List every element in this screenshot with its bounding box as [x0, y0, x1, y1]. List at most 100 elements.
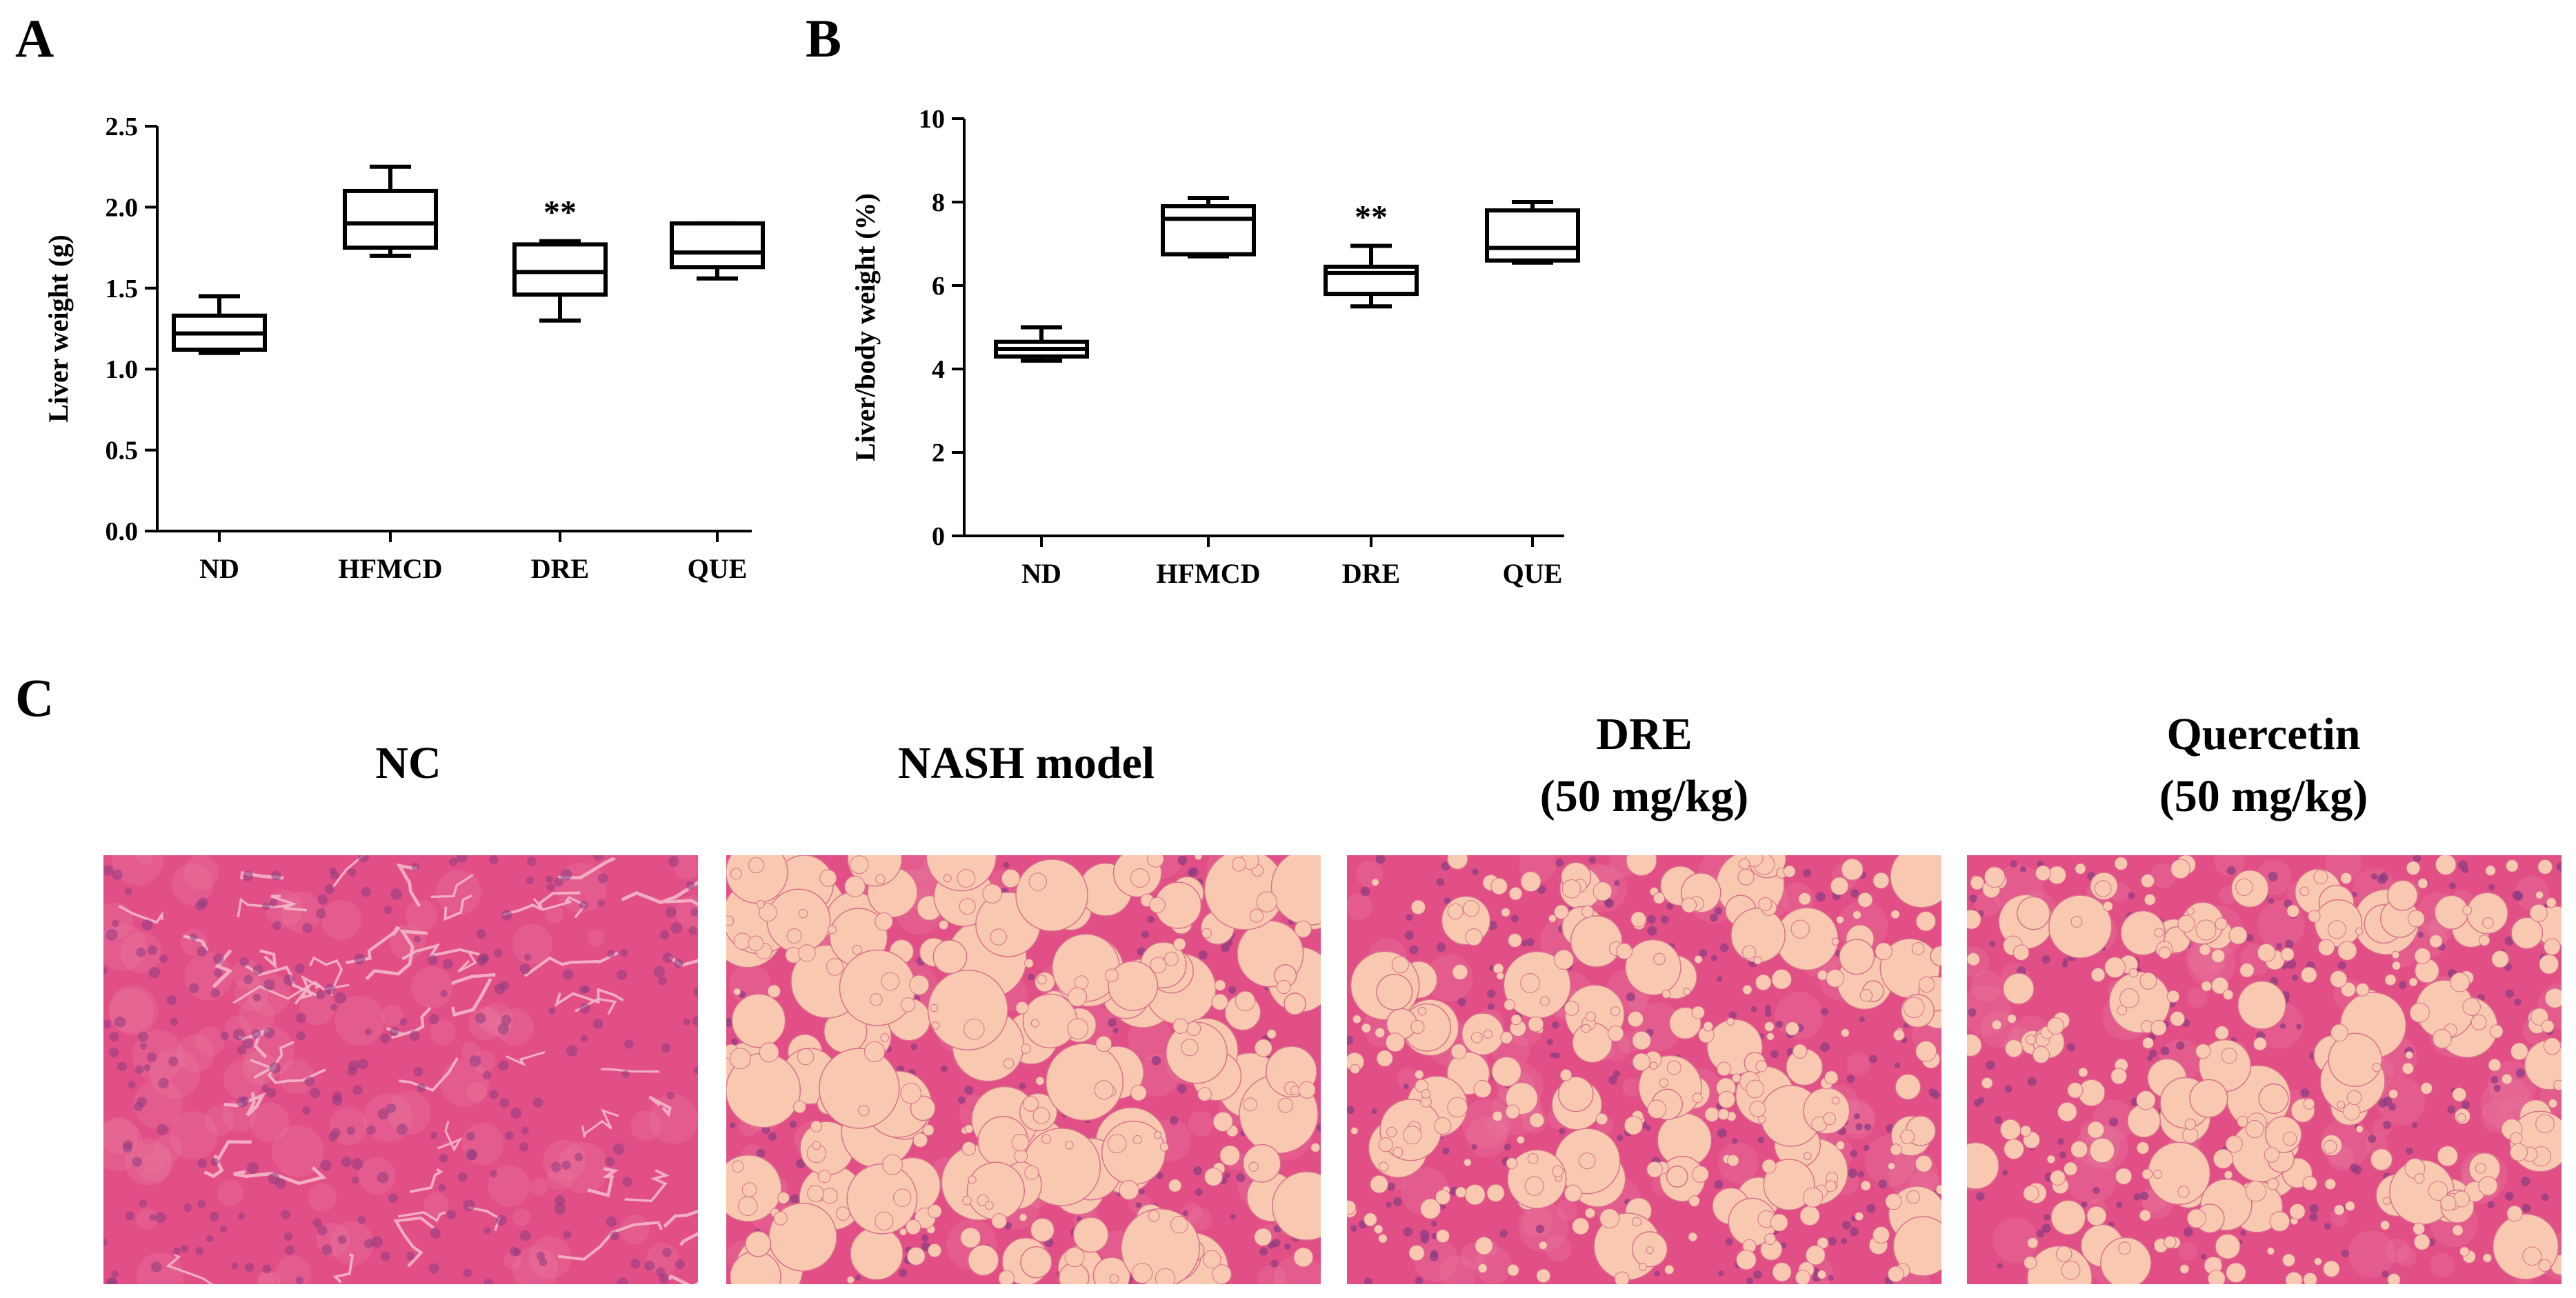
nucleus	[320, 1159, 332, 1172]
sinusoid	[118, 905, 163, 924]
lipid-droplet	[1293, 1247, 1314, 1268]
lipid-droplet	[748, 935, 764, 952]
nucleus	[252, 964, 263, 975]
tissue-mottle	[1474, 1246, 1512, 1284]
lipid-droplet	[1003, 1058, 1015, 1069]
lipid-droplet	[1067, 987, 1088, 1007]
nucleus	[1714, 907, 1723, 915]
nucleus	[1003, 861, 1010, 868]
nucleus	[317, 894, 328, 905]
nucleus	[132, 1157, 143, 1167]
lipid-droplet	[2013, 944, 2030, 961]
lipid-droplet	[1840, 1028, 1850, 1037]
lipid-droplet	[1906, 1190, 1920, 1204]
lipid-droplet	[1736, 1249, 1757, 1270]
lipid-droplet	[2061, 1260, 2081, 1280]
sinusoid	[212, 949, 233, 988]
lipid-droplet	[2530, 1008, 2549, 1026]
caption-line1: Quercetin	[2166, 709, 2360, 759]
lipid-droplet	[1694, 955, 1703, 964]
lipid-droplet	[963, 1019, 985, 1040]
nucleus	[1139, 1188, 1145, 1195]
tissue-mottle	[2430, 1252, 2455, 1278]
lipid-droplet	[2313, 870, 2328, 885]
nucleus	[269, 1062, 281, 1074]
lipid-droplet	[2478, 1176, 2498, 1196]
lipid-droplet	[2337, 1101, 2346, 1109]
nucleus	[244, 1262, 254, 1272]
sinusoid	[575, 997, 617, 1015]
nucleus	[262, 902, 270, 910]
nucleus	[210, 1157, 219, 1166]
lipid-droplet	[2070, 1140, 2088, 1159]
nucleus	[617, 970, 627, 980]
nucleus	[1403, 1227, 1413, 1237]
lipid-droplet	[1911, 942, 1925, 955]
nucleus	[1420, 1235, 1429, 1244]
sinusoid	[457, 952, 477, 973]
panel-label-a: A	[15, 8, 54, 68]
nucleus	[348, 868, 357, 877]
tissue-mottle	[169, 1111, 218, 1160]
nucleus	[592, 1018, 603, 1029]
nucleus	[112, 869, 123, 880]
lipid-droplet	[1727, 1154, 1739, 1167]
tissue-mottle	[279, 1059, 314, 1094]
lipid-droplet	[2462, 997, 2481, 1016]
lipid-droplet	[957, 869, 976, 888]
tissue-mottle	[2179, 1241, 2197, 1261]
lipid-droplet	[1256, 891, 1278, 912]
nucleus	[1169, 1116, 1179, 1125]
lipid-droplet	[880, 1033, 890, 1043]
nucleus	[505, 1131, 514, 1140]
tissue-mottle	[387, 1090, 431, 1135]
nucleus	[1815, 892, 1826, 902]
lipid-droplet	[1798, 892, 1812, 906]
nucleus	[653, 966, 665, 977]
lipid-vacuole	[731, 993, 786, 1048]
nucleus	[1864, 1124, 1872, 1131]
lipid-vacuole	[1030, 1217, 1055, 1243]
nucleus	[1989, 940, 1996, 948]
x-tick-label: DRE	[1342, 558, 1400, 589]
lipid-droplet	[1859, 989, 1873, 1002]
lipid-vacuole	[729, 1250, 781, 1284]
lipid-vacuole	[1242, 1144, 1281, 1183]
nucleus	[427, 955, 438, 966]
tissue-mottle	[557, 1141, 609, 1194]
tissue-mottle	[466, 1082, 487, 1103]
lipid-droplet	[2280, 947, 2295, 961]
lipid-droplet	[1855, 1212, 1864, 1221]
nucleus	[563, 969, 574, 980]
lipid-droplet	[2302, 1175, 2317, 1191]
lipid-droplet	[1900, 1129, 1915, 1144]
lipid-vacuole	[745, 1230, 772, 1257]
lipid-droplet	[2215, 917, 2228, 930]
lipid-droplet	[2104, 957, 2126, 979]
nucleus	[1614, 880, 1620, 886]
lipid-droplet	[1410, 899, 1426, 915]
nucleus	[103, 967, 108, 975]
lipid-droplet	[2333, 1204, 2345, 1216]
lipid-droplet	[2032, 1046, 2050, 1064]
nucleus	[510, 1108, 522, 1119]
lipid-droplet	[1294, 920, 1312, 938]
nucleus	[377, 1108, 389, 1120]
tissue-mottle	[546, 905, 564, 923]
sinusoid	[332, 855, 366, 888]
lipid-vacuole	[1666, 1165, 1688, 1188]
lipid-droplet	[1981, 1077, 1993, 1089]
nucleus	[1112, 1027, 1119, 1033]
lipid-droplet	[2457, 1113, 2466, 1123]
nucleus	[271, 870, 281, 881]
sinusoid	[664, 899, 698, 906]
lipid-droplet	[1378, 1161, 1389, 1172]
lipid-vacuole	[1570, 915, 1623, 968]
lipid-droplet	[2501, 1073, 2513, 1085]
lipid-droplet	[1915, 1155, 1933, 1172]
lipid-droplet	[2327, 920, 2346, 939]
lipid-droplet	[2323, 1260, 2340, 1277]
nucleus	[103, 1238, 108, 1246]
nucleus	[1746, 1277, 1754, 1284]
lipid-droplet	[2329, 970, 2348, 988]
